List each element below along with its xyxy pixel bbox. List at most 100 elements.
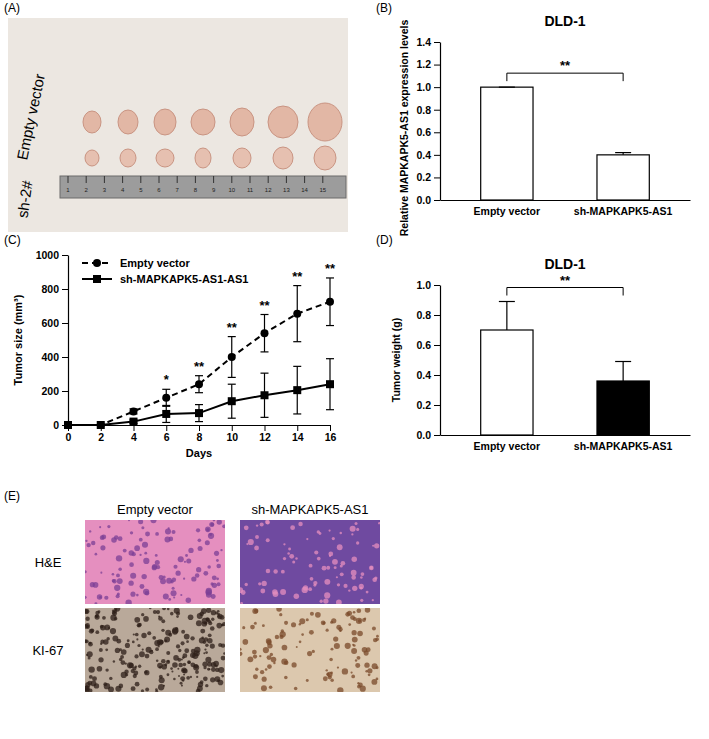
cell <box>198 539 202 543</box>
tick-mark <box>434 345 440 346</box>
cell <box>177 668 179 670</box>
cell <box>263 647 269 653</box>
cell <box>255 535 259 539</box>
cell <box>320 600 323 603</box>
cell <box>134 654 138 658</box>
cell <box>178 675 180 677</box>
tick-mark <box>434 132 440 133</box>
annotation: ** <box>325 261 336 276</box>
cell <box>88 642 93 647</box>
cell <box>168 527 170 529</box>
ruler-label: 15 <box>319 187 326 193</box>
cell <box>261 685 267 691</box>
cell <box>209 533 212 536</box>
tick-label: 0 <box>53 419 59 431</box>
marker <box>130 418 138 426</box>
cell <box>160 578 166 584</box>
cell <box>138 665 141 668</box>
cell <box>217 610 220 613</box>
tick-mark <box>199 425 200 431</box>
cell <box>203 652 205 654</box>
error-bar <box>261 373 269 417</box>
cell <box>171 670 173 672</box>
cell <box>266 538 270 542</box>
cell <box>116 555 122 561</box>
cell <box>162 608 166 610</box>
ruler-label: 6 <box>157 187 161 193</box>
cell <box>107 525 110 528</box>
cell <box>135 682 140 687</box>
cell <box>355 522 358 525</box>
cell <box>188 614 194 620</box>
panel-label: (A) <box>4 1 20 15</box>
cell <box>283 557 286 560</box>
cell <box>190 676 192 678</box>
marker <box>97 421 105 429</box>
cell <box>246 543 248 545</box>
cell <box>118 568 122 572</box>
cell <box>328 529 330 531</box>
tick: 400 <box>41 351 68 363</box>
cell <box>112 579 116 583</box>
cell <box>142 542 148 548</box>
cell <box>173 596 175 598</box>
tick: 1000 <box>36 249 68 261</box>
tick: 0.0 <box>416 429 440 441</box>
cell <box>270 653 273 656</box>
cell <box>95 630 99 634</box>
tick-mark <box>434 405 440 406</box>
tick: sh-MAPKAPK5-AS1 <box>574 200 673 217</box>
cell <box>200 629 205 634</box>
cell <box>172 587 175 590</box>
ruler-label: 11 <box>247 187 254 193</box>
ruler-label: 14 <box>301 187 308 193</box>
marker <box>261 329 269 337</box>
cell <box>184 561 186 563</box>
legend-marker <box>93 259 101 267</box>
cell <box>211 594 216 599</box>
axis-title: Tumor size (mm³) <box>12 294 24 385</box>
cell <box>133 674 137 678</box>
tick-label: 1.0 <box>416 279 431 291</box>
ruler-label: 3 <box>103 187 107 193</box>
tick: 16 <box>325 425 337 443</box>
tick: Empty vector <box>474 435 541 452</box>
ruler-label: 1 <box>66 187 70 193</box>
cell <box>144 670 149 675</box>
tick: 0.2 <box>416 399 440 411</box>
cell <box>100 643 102 645</box>
cell <box>248 539 254 545</box>
cell <box>112 579 115 582</box>
cell <box>181 685 183 687</box>
cell <box>143 558 149 564</box>
cell <box>100 625 106 631</box>
cell <box>198 546 203 551</box>
micrograph <box>240 608 380 692</box>
marker <box>261 391 269 399</box>
tick: Empty vector <box>474 200 541 217</box>
cell <box>265 520 270 524</box>
cell <box>128 520 130 521</box>
cell <box>306 538 308 540</box>
cell <box>130 592 135 597</box>
cell <box>376 635 379 638</box>
cell <box>139 651 145 657</box>
cell <box>357 682 359 684</box>
cell <box>85 570 87 573</box>
marker <box>162 410 170 418</box>
ruler-tick <box>213 176 214 183</box>
cell <box>132 552 136 556</box>
tick: 0.8 <box>416 104 440 116</box>
cell <box>245 583 248 586</box>
cell <box>125 600 131 604</box>
cell <box>192 653 198 659</box>
cell <box>143 616 149 622</box>
cell <box>253 674 258 679</box>
cell <box>210 643 215 648</box>
cell <box>216 559 219 562</box>
cell <box>260 670 264 674</box>
tick-label: 0.4 <box>416 369 431 381</box>
tick-mark <box>62 255 68 256</box>
cell <box>138 520 143 524</box>
cell <box>204 648 206 650</box>
